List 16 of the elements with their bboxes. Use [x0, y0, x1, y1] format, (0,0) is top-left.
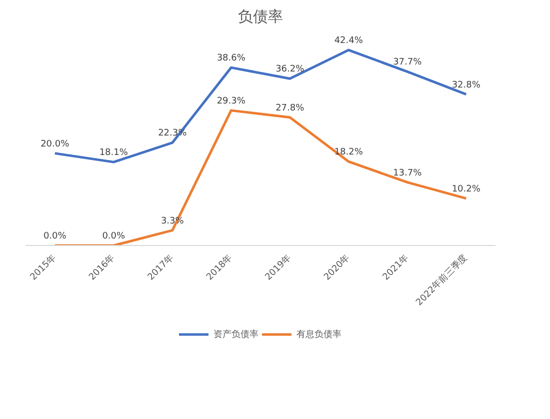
data-label: 0.0% [102, 232, 126, 242]
data-label: 20.0% [40, 139, 70, 150]
legend-label: 资产负债率 [214, 328, 258, 340]
data-label: 36.2% [276, 64, 305, 75]
legend-label: 有息负债率 [296, 328, 342, 340]
data-label: 0.0% [43, 232, 67, 242]
chart-title: 负债率 [238, 8, 283, 26]
data-label: 13.7% [393, 168, 422, 178]
data-label: 32.8% [452, 80, 481, 90]
data-label: 27.8% [276, 103, 305, 114]
data-label: 42.4% [334, 36, 364, 46]
data-label: 37.7% [393, 58, 422, 68]
data-label: 18.1% [99, 148, 128, 158]
data-label: 29.3% [216, 96, 246, 106]
data-label: 10.2% [452, 184, 481, 194]
data-label: 38.6% [216, 54, 246, 64]
